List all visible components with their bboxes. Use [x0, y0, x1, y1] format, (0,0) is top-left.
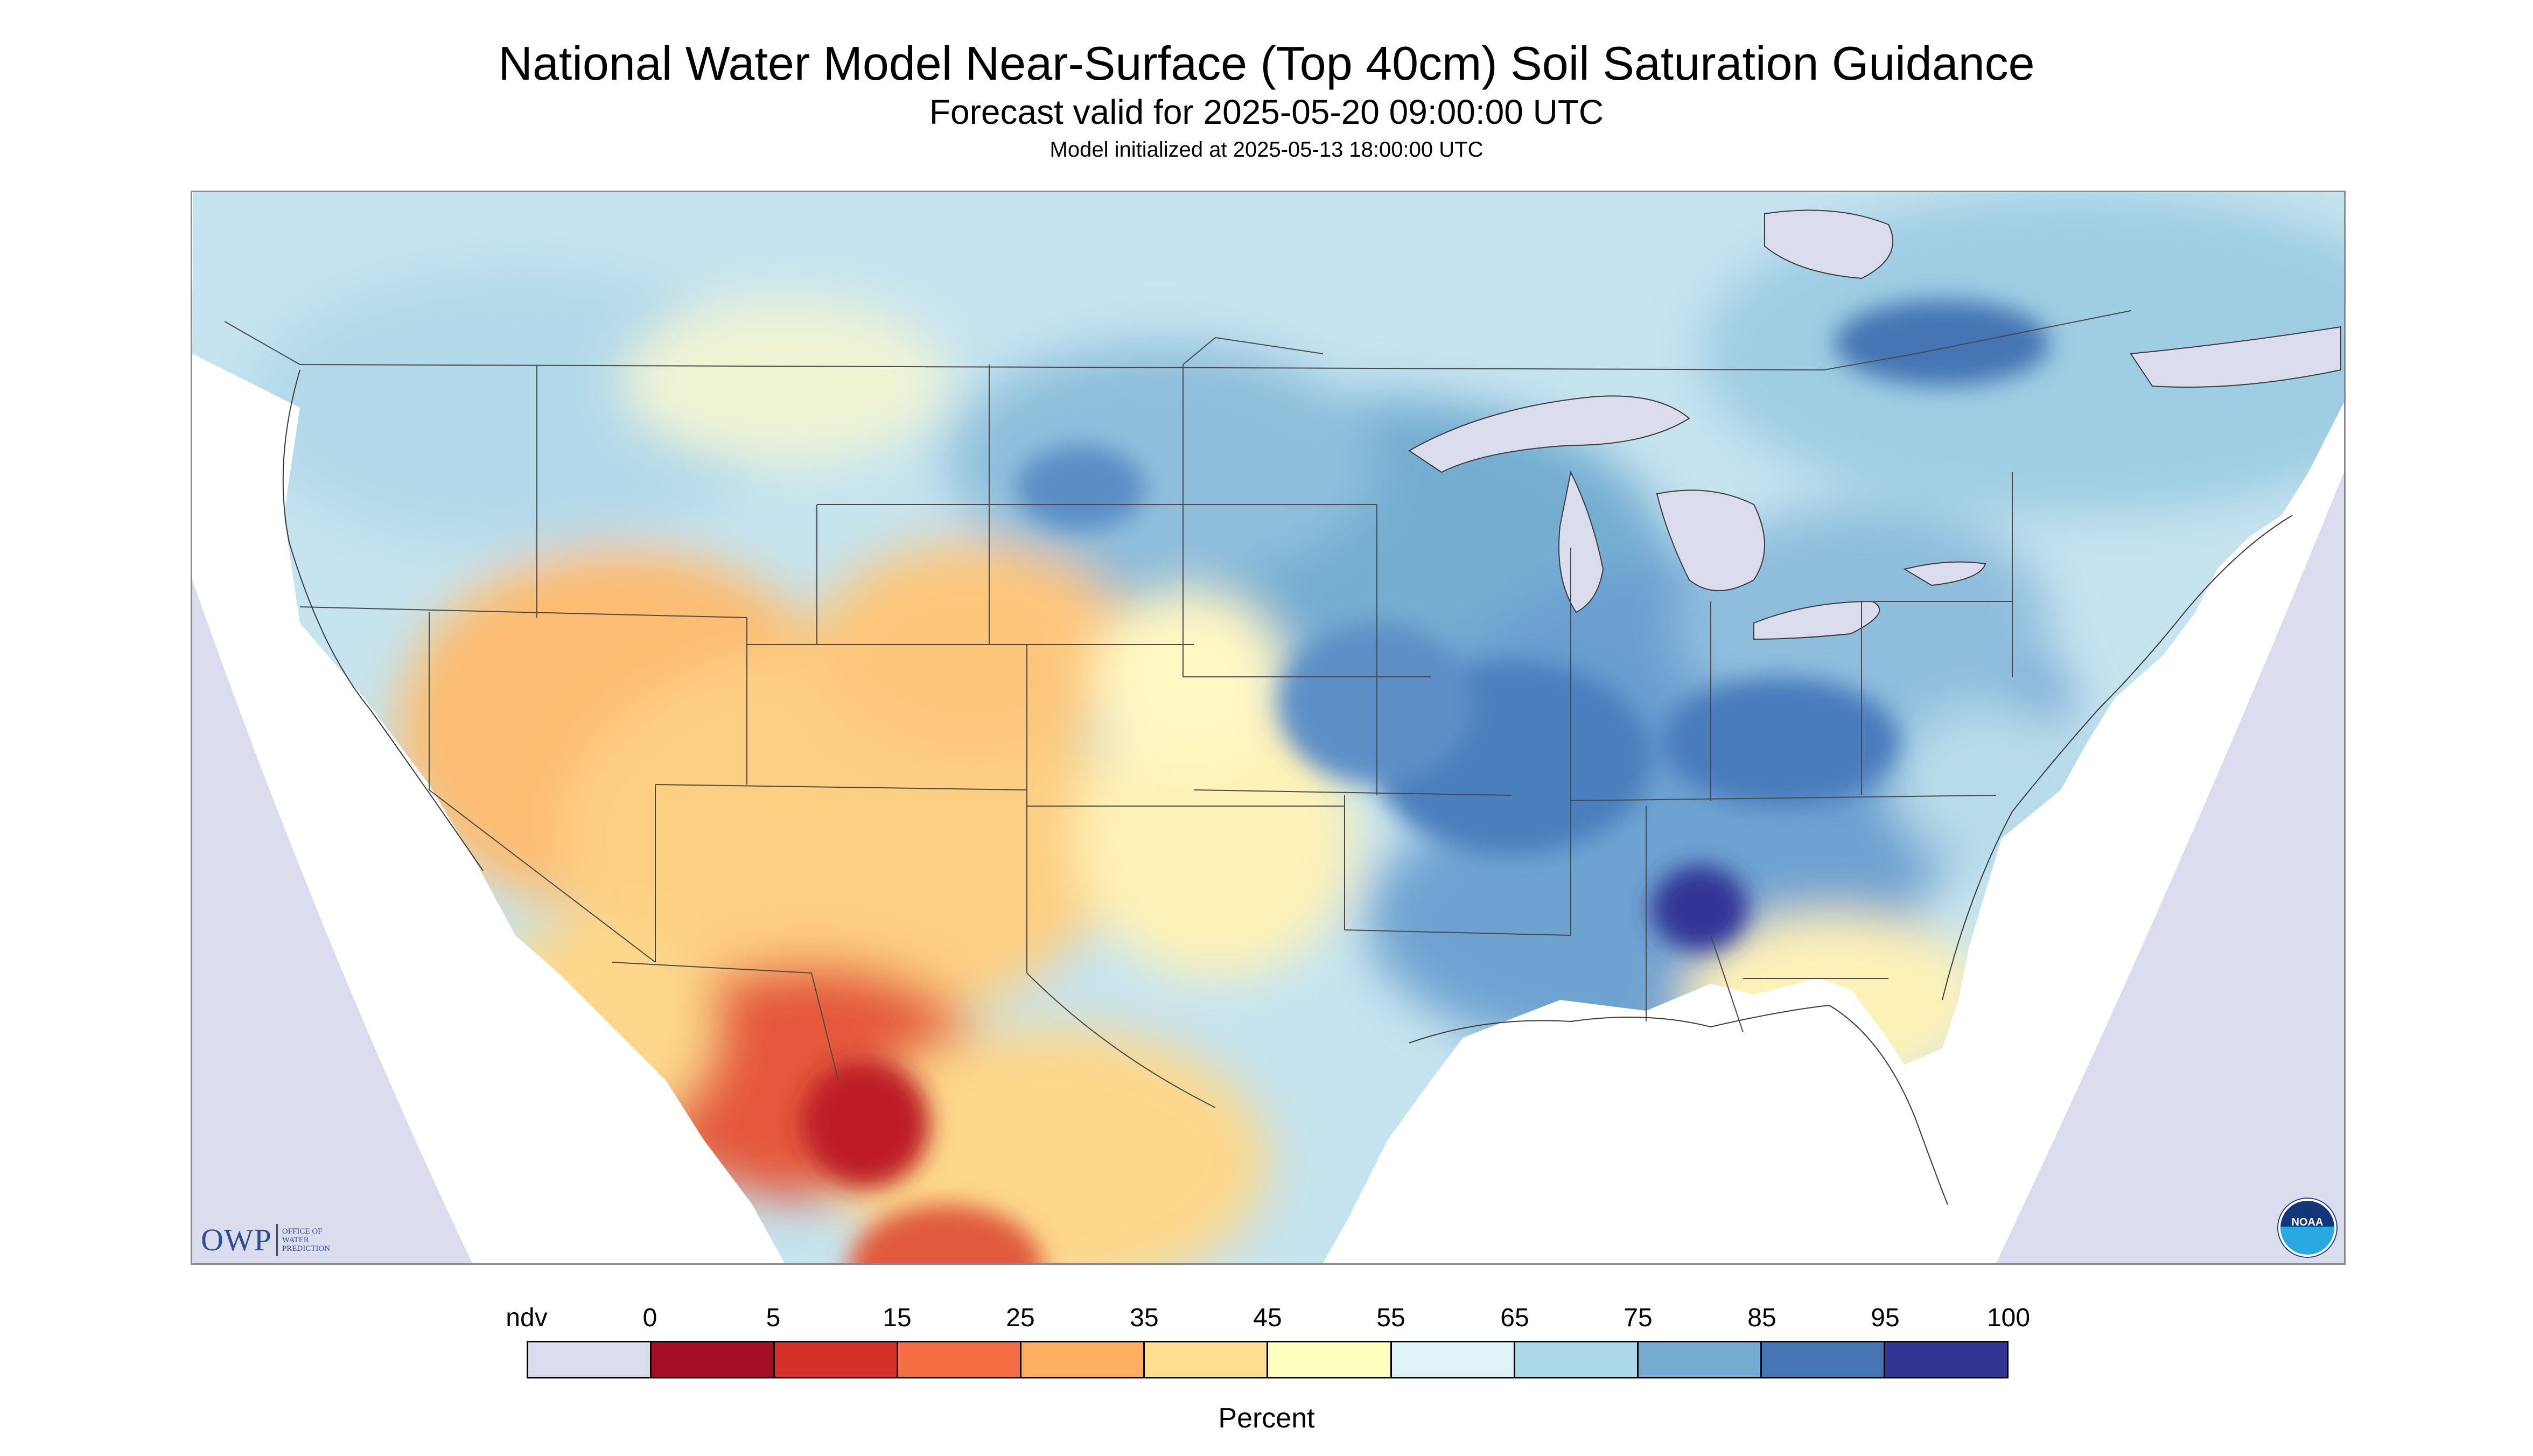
legend-swatch-15-25: [898, 1342, 1022, 1377]
forecast-valid-time: Forecast valid for 2025-05-20 09:00:00 U…: [929, 93, 1604, 131]
legend-swatch-55-65: [1391, 1342, 1515, 1377]
legend-label-45: 45: [1253, 1304, 1282, 1332]
legend-label-35: 35: [1130, 1304, 1159, 1332]
legend-label-100: 100: [1986, 1304, 2031, 1332]
legend-swatch-35-45: [1145, 1342, 1269, 1377]
legend-swatch-5-15: [775, 1342, 899, 1377]
owp-logo-text: OWP: [201, 1222, 272, 1257]
legend-label-ndv: ndv: [506, 1304, 548, 1332]
legend-label-25: 25: [1006, 1304, 1035, 1332]
legend-swatch-65-75: [1515, 1342, 1639, 1377]
noaa-logo: NOAA: [2278, 1199, 2336, 1257]
legend-swatch-75-85: [1638, 1342, 1762, 1377]
legend-swatch-0-5: [652, 1342, 775, 1377]
legend-swatch-ndv: [528, 1342, 652, 1377]
legend-swatch-85-95: [1761, 1342, 1885, 1377]
legend-label-0: 0: [642, 1304, 657, 1332]
owp-logo-subtext: OFFICE OF WATER PREDICTION: [282, 1227, 331, 1253]
legend-label-5: 5: [766, 1304, 781, 1332]
legend-title: Percent: [1218, 1403, 1315, 1434]
model-init-time: Model initialized at 2025-05-13 18:00:00…: [1049, 138, 1484, 162]
noaa-logo-text: NOAA: [2291, 1216, 2324, 1228]
color-legend: [527, 1341, 2009, 1378]
legend-label-55: 55: [1376, 1304, 1405, 1332]
legend-label-65: 65: [1500, 1304, 1529, 1332]
legend-label-85: 85: [1747, 1304, 1776, 1332]
legend-label-75: 75: [1624, 1304, 1653, 1332]
legend-swatch-25-35: [1021, 1342, 1145, 1377]
legend-swatch-95-100: [1885, 1342, 2007, 1377]
owp-logo: OWP OFFICE OF WATER PREDICTION: [201, 1222, 330, 1258]
legend-label-95: 95: [1871, 1304, 1900, 1332]
legend-swatch-45-55: [1268, 1342, 1392, 1377]
legend-label-15: 15: [883, 1304, 912, 1332]
map-title: National Water Model Near-Surface (Top 4…: [498, 37, 2035, 90]
soil-saturation-map: OWP OFFICE OF WATER PREDICTION NOAA: [191, 191, 2346, 1265]
